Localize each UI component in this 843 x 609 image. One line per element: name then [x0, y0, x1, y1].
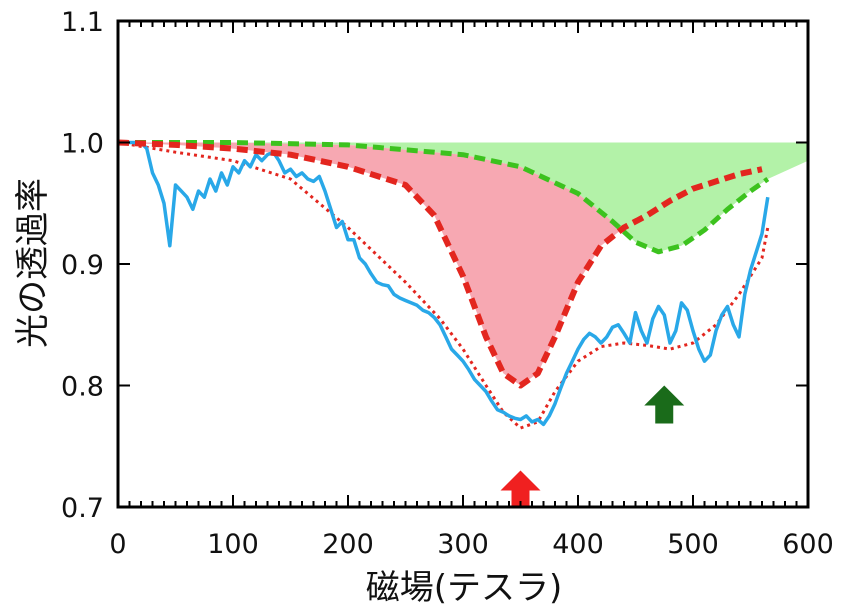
y-axis-title: 光の透過率 — [13, 178, 53, 348]
tick-labels: 0 100 200 300 400 500 600 0.7 0.8 0.9 1.0 1.1 — [61, 7, 834, 560]
arrow-annotations — [500, 385, 685, 509]
series-lines — [117, 139, 770, 430]
x-tick-label: 200 — [322, 529, 374, 560]
x-axis-title: 磁場(テスラ) — [366, 568, 563, 608]
red-fit-dotted-line — [117, 141, 770, 430]
y-tick-label: 0.7 — [61, 493, 104, 524]
axis-ticks — [117, 20, 809, 508]
x-tick-label: 100 — [207, 529, 259, 560]
x-tick-label: 600 — [782, 529, 834, 560]
red-fit-dashed-line — [117, 139, 763, 389]
red-absorption-fill — [118, 142, 624, 386]
y-tick-label: 0.8 — [61, 372, 104, 403]
x-tick-label: 0 — [109, 529, 126, 560]
green-fit-dashed-line — [118, 140, 770, 255]
x-tick-label: 500 — [667, 529, 719, 560]
x-tick-label: 400 — [552, 529, 604, 560]
y-tick-label: 1.0 — [61, 129, 104, 160]
y-tick-label: 0.9 — [61, 250, 104, 281]
measured-transmission-line — [118, 140, 770, 427]
absorption-fills — [118, 142, 808, 386]
green-arrow — [644, 385, 685, 424]
y-tick-label: 1.1 — [61, 7, 104, 38]
red-arrow — [500, 470, 541, 509]
x-tick-label: 300 — [437, 529, 489, 560]
